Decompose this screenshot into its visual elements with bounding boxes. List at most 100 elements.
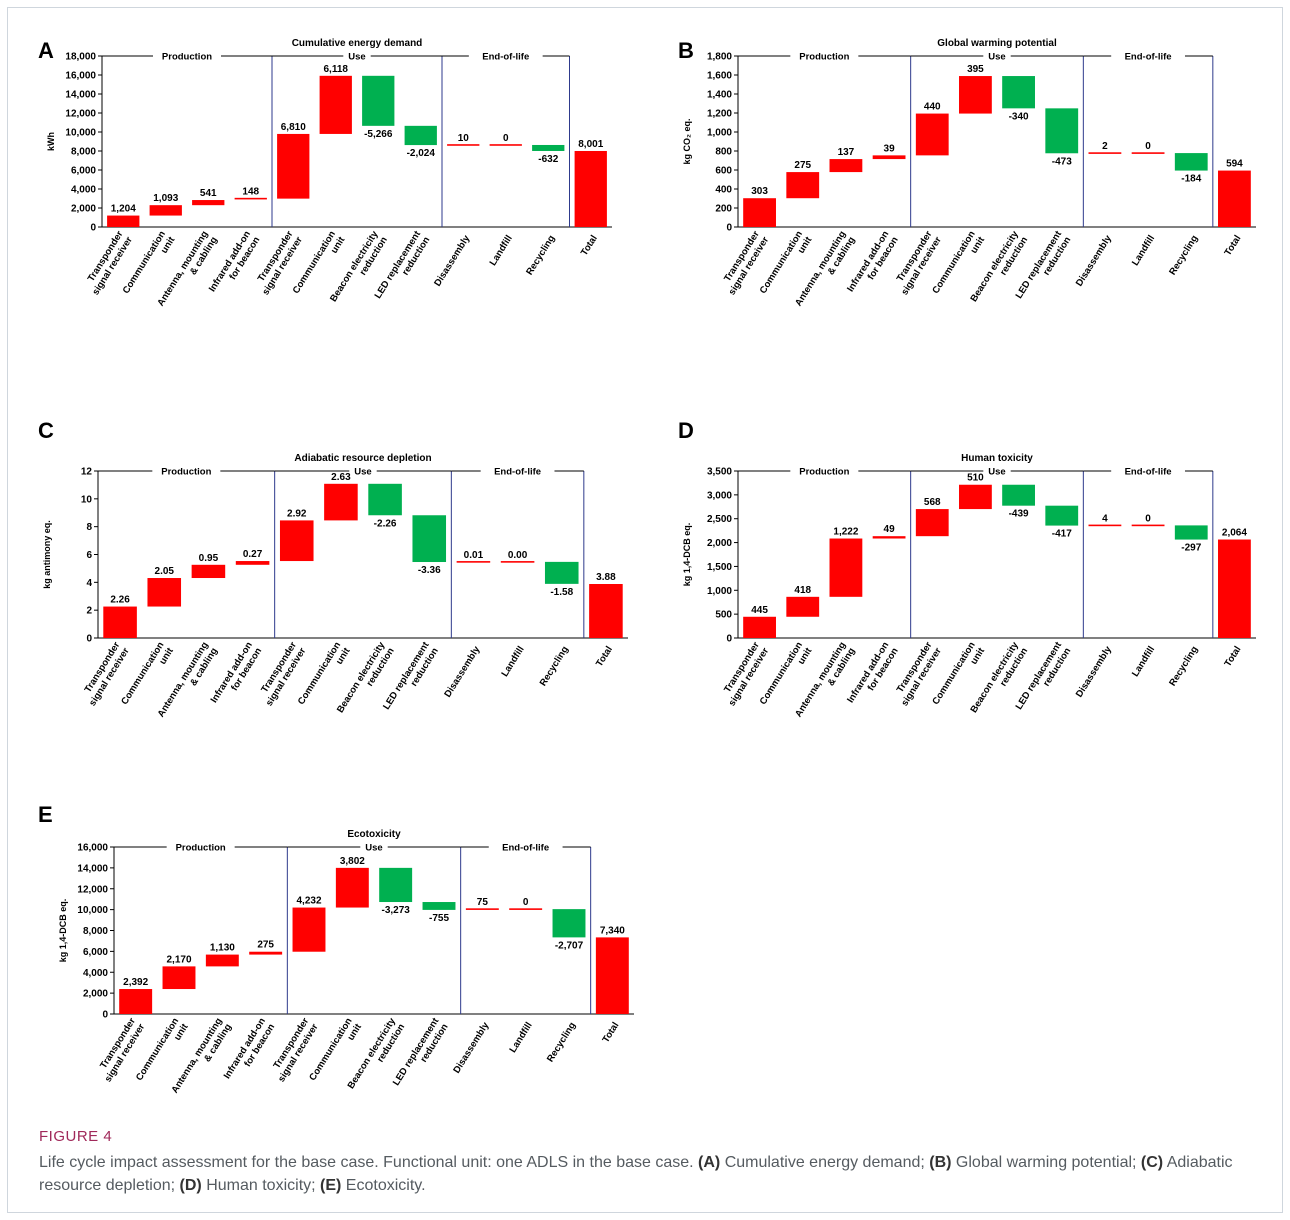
bar-increase xyxy=(500,561,535,563)
category-label: Recycling xyxy=(545,1020,578,1064)
bar-increase xyxy=(103,606,137,638)
y-tick-label: 12,000 xyxy=(65,109,96,120)
stage-label: Production xyxy=(799,52,849,63)
data-label: 0.00 xyxy=(508,550,528,561)
bar-increase xyxy=(1088,524,1122,527)
bar-decrease xyxy=(404,125,437,146)
category-label: Landfill xyxy=(499,644,526,678)
category-label: Disassembly xyxy=(1074,233,1114,289)
panel-letter: A xyxy=(38,38,54,63)
category-line: Landfill xyxy=(488,233,515,267)
data-label: 2.92 xyxy=(287,508,307,519)
y-tick-label: 8,000 xyxy=(71,147,96,158)
category-label: Disassembly xyxy=(442,644,482,700)
data-label: 4,232 xyxy=(296,896,321,907)
data-label: 6,118 xyxy=(324,64,349,75)
caption-tag-b: (B) xyxy=(929,1154,952,1171)
bar-increase xyxy=(959,76,992,114)
y-tick-label: 10,000 xyxy=(65,128,96,139)
data-label: 75 xyxy=(477,897,489,908)
bar-increase xyxy=(1131,524,1165,527)
category-label: Disassembly xyxy=(451,1020,491,1076)
category-label: Recycling xyxy=(524,233,557,277)
data-label: -417 xyxy=(1052,529,1072,540)
category-text: Disassembly xyxy=(1074,233,1114,289)
category-text: Recycling xyxy=(1167,644,1200,688)
data-label: 49 xyxy=(884,524,896,535)
data-label: 275 xyxy=(257,940,274,951)
bar-increase xyxy=(465,908,499,910)
figure-caption: FIGURE 4 Life cycle impact assessment fo… xyxy=(39,1128,1259,1197)
bar-increase xyxy=(277,133,310,199)
data-label: -2,024 xyxy=(407,148,436,159)
bar-increase xyxy=(872,155,906,160)
category-text: Landfill xyxy=(508,1020,535,1054)
data-label: 303 xyxy=(751,186,768,197)
category-label: Landfill xyxy=(508,1020,535,1054)
data-label: 2 xyxy=(1102,141,1108,152)
data-label: -439 xyxy=(1009,509,1029,520)
category-line: Recycling xyxy=(538,644,571,688)
bar-decrease xyxy=(552,909,586,938)
data-label: 541 xyxy=(200,188,217,199)
bar-decrease xyxy=(1174,525,1208,540)
bar-increase xyxy=(147,578,182,607)
y-tick-label: 200 xyxy=(715,204,732,215)
y-tick-label: 1,400 xyxy=(707,90,732,101)
y-tick-label: 8 xyxy=(86,522,92,533)
bar-increase xyxy=(915,113,949,156)
bar-increase xyxy=(107,215,140,227)
bar-increase xyxy=(829,159,863,173)
category-line: Total xyxy=(1223,644,1244,668)
category-text: Disassembly xyxy=(442,644,482,700)
stage-label: Use xyxy=(365,843,382,854)
y-tick-label: 2,000 xyxy=(71,204,96,215)
data-label: 2.26 xyxy=(110,595,130,606)
category-text: Disassembly xyxy=(451,1020,491,1076)
y-tick-label: 3,000 xyxy=(707,490,732,501)
bar-decrease xyxy=(412,515,447,563)
category-line: Disassembly xyxy=(442,644,482,700)
y-tick-label: 1,200 xyxy=(707,109,732,120)
y-tick-label: 12,000 xyxy=(77,884,108,895)
waterfall-chart-d: Human toxicity 0 500 1,000 1,500 2,000 2,500 3,… xyxy=(682,453,1256,719)
y-tick-label: 10,000 xyxy=(77,905,108,916)
caption-part-a: Cumulative energy demand; xyxy=(720,1154,925,1171)
data-label: -3,273 xyxy=(381,905,410,916)
panel-letter: D xyxy=(678,418,694,443)
bar-decrease xyxy=(379,867,413,903)
y-tick-label: 400 xyxy=(715,185,732,196)
bar-total xyxy=(1218,539,1251,638)
data-label: -340 xyxy=(1009,111,1029,122)
caption-part-b: Global warming potential; xyxy=(951,1154,1137,1171)
panel-letter: E xyxy=(38,802,53,827)
y-tick-label: 10 xyxy=(81,494,93,505)
category-label: Landfill xyxy=(488,233,515,267)
chart-title: Cumulative energy demand xyxy=(292,38,423,49)
category-line: Recycling xyxy=(1167,644,1200,688)
caption-tag-c: (C) xyxy=(1140,1154,1164,1171)
data-label: 0 xyxy=(1145,141,1151,152)
bar-increase xyxy=(119,989,153,1014)
stage-label: Production xyxy=(799,467,849,478)
bar-increase xyxy=(743,616,776,638)
bar-increase xyxy=(743,198,776,227)
waterfall-chart-e: Ecotoxicity 0 2,000 4,000 6,000 8,000 10,000 12… xyxy=(58,829,634,1095)
bar-decrease xyxy=(422,902,456,910)
data-label: 418 xyxy=(794,585,811,596)
bar-increase xyxy=(324,483,358,521)
y-tick-label: 600 xyxy=(715,166,732,177)
y-tick-label: 2,000 xyxy=(83,989,108,1000)
bar-increase xyxy=(149,205,182,216)
data-label: 0.95 xyxy=(199,553,219,564)
panel-letter: C xyxy=(38,418,54,443)
category-text: Total xyxy=(594,644,615,668)
caption-tag-d: (D) xyxy=(179,1177,202,1194)
category-line: Disassembly xyxy=(1074,233,1114,289)
data-label: 0 xyxy=(523,897,529,908)
bar-increase xyxy=(205,954,239,967)
data-label: -632 xyxy=(538,154,558,165)
category-line: Total xyxy=(600,1020,621,1044)
category-text: Total xyxy=(579,233,600,257)
y-tick-label: 0 xyxy=(726,223,732,234)
